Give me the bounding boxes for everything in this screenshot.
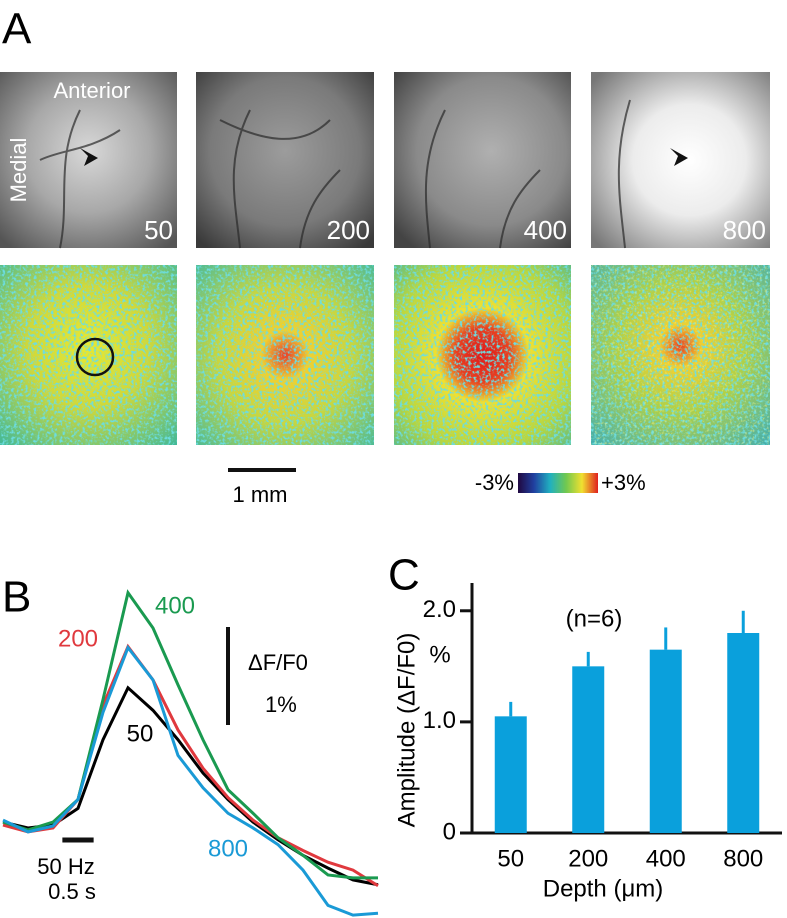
colorbar-label: -3% [475, 470, 514, 495]
trace [2, 643, 379, 888]
depth-label: 200 [327, 215, 370, 245]
bar [572, 666, 605, 833]
x-axis-label: Depth (μm) [543, 875, 664, 902]
scale-bar-label: 1% [265, 692, 297, 717]
stimulus-label: 50 Hz [37, 854, 94, 879]
y-tick-label: 1.0 [423, 707, 456, 734]
scale-bar-unit: ΔF/F0 [248, 650, 308, 675]
image [394, 72, 571, 248]
x-tick-label: 800 [723, 845, 763, 872]
bar [727, 633, 760, 833]
orientation-label: Anterior [53, 78, 130, 103]
trace [2, 644, 379, 917]
image-row [0, 72, 770, 249]
y-tick-label: 0 [443, 818, 456, 845]
colorbar [518, 473, 598, 493]
series-label: 400 [155, 592, 195, 619]
series-label: 800 [208, 835, 248, 862]
map-texture [0, 265, 177, 445]
y-axis-label: Amplitude (ΔF/F0) [393, 633, 420, 828]
panel-label: C [388, 551, 420, 600]
depth-label: 50 [144, 215, 173, 245]
y-unit: % [429, 641, 450, 668]
bar [494, 716, 527, 833]
trace [2, 685, 379, 887]
map-texture [591, 265, 770, 445]
annotation: (n=6) [566, 605, 623, 632]
panel-a: A Anterior Medial [0, 5, 770, 507]
map-texture [394, 265, 571, 445]
depth-label: 400 [524, 215, 567, 245]
depth-label: 800 [723, 215, 766, 245]
bar [649, 649, 682, 833]
orientation-label: Medial [6, 138, 31, 203]
colorbar-label: +3% [601, 470, 646, 495]
stimulus-duration: 0.5 s [48, 879, 96, 904]
map-row [0, 265, 770, 445]
roi-circle [75, 337, 115, 377]
x-tick-label: 400 [646, 845, 686, 872]
vessels [39, 99, 631, 249]
panel-label: A [2, 5, 32, 54]
series-label: 200 [58, 625, 98, 652]
map-texture [196, 265, 374, 445]
series-label: 50 [127, 720, 154, 747]
panel-label: B [2, 573, 31, 622]
x-tick-label: 50 [497, 845, 524, 872]
x-tick-label: 200 [568, 845, 608, 872]
arrow [80, 148, 98, 166]
y-tick-label: 2.0 [423, 596, 456, 623]
scale-bar-label: 1 mm [233, 482, 288, 507]
arrow [670, 148, 688, 166]
image [196, 72, 374, 248]
